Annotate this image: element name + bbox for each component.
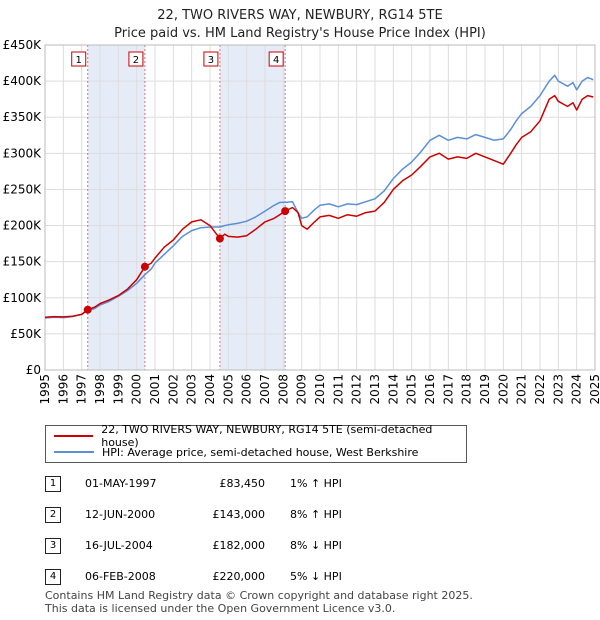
x-tick-label: 2007 bbox=[258, 374, 272, 405]
property-price-line bbox=[44, 94, 594, 319]
x-tick-label: 2024 bbox=[570, 374, 584, 405]
sale-number-label: 2 bbox=[133, 55, 139, 66]
x-tick-label: 2005 bbox=[221, 374, 235, 405]
footer-attribution: Contains HM Land Registry data © Crown c… bbox=[45, 589, 473, 615]
sale-hpi-diff: 8% ↓ HPI bbox=[290, 539, 342, 552]
x-tick-label: 2025 bbox=[588, 374, 600, 405]
sale-date: 12-JUN-2000 bbox=[85, 508, 156, 521]
footer-line-1: Contains HM Land Registry data © Crown c… bbox=[45, 589, 473, 602]
sale-point bbox=[215, 234, 224, 243]
x-tick-label: 2001 bbox=[148, 374, 162, 405]
x-tick-label: 1999 bbox=[111, 374, 125, 405]
sale-hpi-diff: 8% ↑ HPI bbox=[290, 508, 342, 521]
x-tick-label: 2011 bbox=[331, 374, 345, 405]
y-tick-label: £150K bbox=[3, 255, 43, 269]
x-tick-label: 2006 bbox=[240, 374, 254, 405]
x-tick-label: 2022 bbox=[533, 374, 547, 405]
x-tick-label: 2017 bbox=[441, 374, 455, 405]
x-tick-label: 2003 bbox=[185, 374, 199, 405]
price-chart: £0 £50K £100K £150K £200K £250K £300K £350K £400… bbox=[3, 38, 600, 405]
x-tick-label: 2008 bbox=[276, 374, 290, 405]
legend-swatch-hpi bbox=[54, 451, 94, 453]
sale-period-shade bbox=[219, 45, 286, 370]
x-tick-label: 2019 bbox=[478, 374, 492, 405]
y-tick-label: £0 bbox=[26, 363, 41, 377]
sale-number-box bbox=[268, 51, 284, 67]
x-tick-label: 2015 bbox=[405, 374, 419, 405]
x-tick-label: 2018 bbox=[460, 374, 474, 405]
sale-date: 16-JUL-2004 bbox=[85, 539, 153, 552]
plot-border bbox=[44, 44, 596, 371]
x-tick-label: 2021 bbox=[515, 374, 529, 405]
x-tick-label: 1996 bbox=[56, 374, 70, 405]
sale-number-label: 4 bbox=[273, 55, 279, 66]
sale-row: 2 12-JUN-2000 £143,000 8% ↑ HPI bbox=[45, 507, 445, 525]
sale-row: 1 01-MAY-1997 £83,450 1% ↑ HPI bbox=[45, 476, 445, 494]
sale-price: £220,000 bbox=[212, 570, 266, 583]
y-tick-label: £100K bbox=[3, 291, 43, 305]
sale-row: 3 16-JUL-2004 £182,000 8% ↓ HPI bbox=[45, 538, 445, 556]
sale-number-box bbox=[203, 51, 219, 67]
x-tick-label: 2012 bbox=[350, 374, 364, 405]
hpi-line bbox=[44, 74, 594, 319]
legend-label-hpi: HPI: Average price, semi-detached house,… bbox=[102, 445, 419, 459]
sale-point bbox=[140, 262, 149, 271]
sale-number-badge: 4 bbox=[45, 569, 61, 585]
y-tick-label: £50K bbox=[10, 327, 42, 341]
y-tick-label: £350K bbox=[3, 110, 43, 124]
y-tick-label: £400K bbox=[3, 74, 43, 88]
x-tick-label: 2010 bbox=[313, 374, 327, 405]
sale-hpi-diff: 5% ↓ HPI bbox=[290, 570, 342, 583]
sale-price: £182,000 bbox=[212, 539, 266, 552]
x-tick-label: 2002 bbox=[166, 374, 180, 405]
x-tick-label: 2014 bbox=[386, 374, 400, 405]
sale-number-label: 3 bbox=[208, 55, 214, 66]
x-tick-label: 2009 bbox=[295, 374, 309, 405]
x-tick-label: 1997 bbox=[75, 374, 89, 405]
x-tick-label: 2004 bbox=[203, 374, 217, 405]
legend-swatch-property bbox=[54, 435, 94, 437]
x-tick-label: 2000 bbox=[130, 374, 144, 405]
y-tick-label: £250K bbox=[3, 182, 43, 196]
sale-point bbox=[281, 207, 290, 216]
chart-subtitle: Price paid vs. HM Land Registry's House … bbox=[114, 26, 486, 41]
footer-line-2: This data is licensed under the Open Gov… bbox=[45, 602, 396, 615]
x-tick-label: 2023 bbox=[551, 374, 565, 405]
legend: 22, TWO RIVERS WAY, NEWBURY, RG14 5TE (s… bbox=[45, 423, 467, 463]
x-tick-label: 1995 bbox=[38, 374, 52, 405]
chart-title: 22, TWO RIVERS WAY, NEWBURY, RG14 5TE bbox=[157, 8, 443, 23]
x-tick-label: 1998 bbox=[93, 374, 107, 405]
sale-date: 06-FEB-2008 bbox=[85, 570, 156, 583]
sale-hpi-diff: 1% ↑ HPI bbox=[290, 477, 342, 490]
sale-number-box bbox=[128, 51, 144, 67]
sale-number-label: 1 bbox=[76, 55, 82, 66]
legend-item-hpi: HPI: Average price, semi-detached house,… bbox=[54, 444, 418, 460]
x-tick-label: 2016 bbox=[423, 374, 437, 405]
legend-item-property: 22, TWO RIVERS WAY, NEWBURY, RG14 5TE (s… bbox=[54, 423, 466, 449]
sale-date: 01-MAY-1997 bbox=[85, 477, 157, 490]
sale-number-badge: 3 bbox=[45, 538, 61, 554]
y-tick-label: £450K bbox=[3, 38, 43, 52]
sale-price: £83,450 bbox=[219, 477, 266, 490]
x-tick-label: 2013 bbox=[368, 374, 382, 405]
sale-row: 4 06-FEB-2008 £220,000 5% ↓ HPI bbox=[45, 569, 445, 587]
y-tick-label: £200K bbox=[3, 219, 43, 233]
x-tick-label: 2020 bbox=[496, 374, 510, 405]
sale-number-badge: 2 bbox=[45, 507, 61, 523]
y-tick-label: £300K bbox=[3, 146, 43, 160]
sale-point bbox=[83, 305, 92, 314]
sale-number-badge: 1 bbox=[45, 476, 61, 492]
sale-number-box bbox=[71, 51, 87, 67]
sale-period-shade bbox=[87, 45, 145, 370]
sale-price: £143,000 bbox=[212, 508, 266, 521]
legend-label-property: 22, TWO RIVERS WAY, NEWBURY, RG14 5TE (s… bbox=[101, 423, 433, 449]
